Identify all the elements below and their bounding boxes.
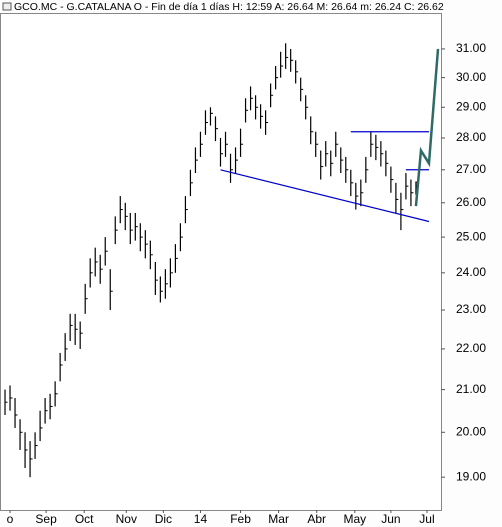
y-tick-label: 29.00 (456, 99, 486, 113)
y-tick-label: 27.00 (456, 162, 486, 176)
x-tick-label: 14 (194, 512, 208, 526)
y-tick-label: 30.00 (456, 70, 486, 84)
x-tick-label: Feb (230, 512, 251, 526)
y-tick-label: 22.00 (456, 341, 486, 355)
x-tick-label: Oct (75, 512, 94, 526)
trend-line (220, 169, 430, 223)
x-tick-label: Mar (268, 512, 289, 526)
x-tick-label: Jun (381, 512, 400, 526)
y-tick-label: 21.00 (456, 382, 486, 396)
y-tick-label: 26.00 (456, 195, 486, 209)
y-tick-label: 19.00 (456, 469, 486, 483)
y-tick-label: 23.00 (456, 302, 486, 316)
y-tick-label: 25.00 (456, 229, 486, 243)
y-tick-label: 28.00 (456, 130, 486, 144)
y-tick-label: 31.00 (456, 41, 486, 55)
x-tick-label: Dic (155, 512, 172, 526)
y-tick-label: 24.00 (456, 265, 486, 279)
plot-area (0, 13, 442, 511)
x-tick-label: Jul (419, 512, 434, 526)
title-icon (2, 2, 12, 11)
x-tick-label: May (343, 512, 366, 526)
chart-title: GCO.MC - G.CATALANA O - Fin de día 1 día… (14, 1, 444, 13)
x-tick-label: Abr (307, 512, 326, 526)
x-tick-label: Sep (35, 512, 57, 526)
x-tick-label: Nov (116, 512, 137, 526)
y-tick-label: 20.00 (456, 424, 486, 438)
x-tick-label: o (7, 512, 14, 526)
trend-line (414, 48, 440, 207)
